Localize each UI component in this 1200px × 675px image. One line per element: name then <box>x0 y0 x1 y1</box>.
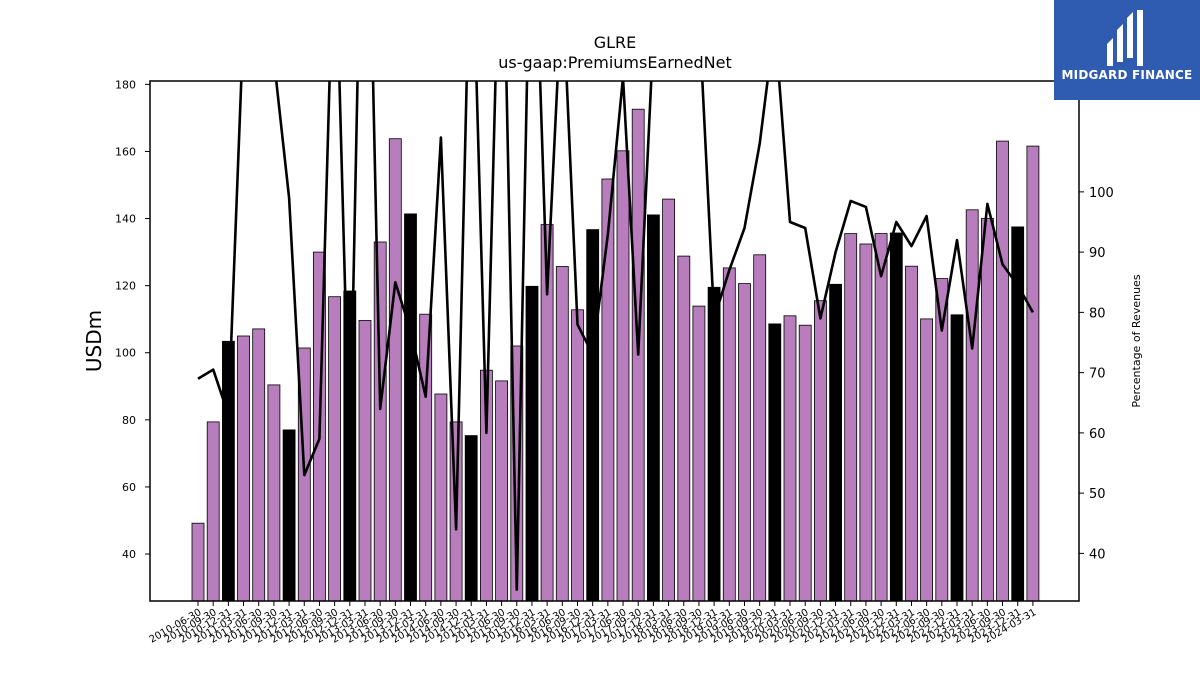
bar <box>464 435 478 602</box>
bar <box>647 214 660 602</box>
bar <box>206 421 220 602</box>
midgard-logo-icon <box>1107 10 1143 66</box>
bar <box>889 232 903 602</box>
y2-tick-label: 90 <box>1089 246 1106 261</box>
bar <box>404 213 417 602</box>
bar <box>738 283 751 602</box>
bar <box>874 233 888 602</box>
bar <box>267 384 281 602</box>
y-tick-label: 80 <box>122 414 136 427</box>
bar <box>859 243 873 602</box>
y-axis-label: USDm <box>82 310 106 372</box>
bar <box>905 265 918 602</box>
y-tick-label: 100 <box>115 347 136 360</box>
bar-series <box>191 108 1040 602</box>
bar <box>495 380 509 602</box>
bar <box>525 285 539 602</box>
bar <box>768 323 782 602</box>
percentage-line <box>197 81 1035 591</box>
bar <box>692 305 706 602</box>
bar <box>981 218 994 602</box>
y2-tick-label: 80 <box>1089 306 1106 321</box>
x-axis: 2010-06-302010-09-302010-12-312011-03-31… <box>148 601 1038 646</box>
brand-logo: MIDGARD FINANCE <box>1054 0 1200 100</box>
y2-tick-label: 100 <box>1089 186 1114 201</box>
bar <box>844 233 858 602</box>
plot-frame <box>149 80 1080 602</box>
y2-tick-label: 60 <box>1089 427 1106 442</box>
logo-text: MIDGARD FINANCE <box>1061 68 1193 82</box>
bar <box>373 241 387 602</box>
bar <box>1026 145 1040 602</box>
bar <box>920 318 933 602</box>
bar <box>571 309 584 602</box>
y-axis-right: 40 50 60 70 80 90 100 <box>1079 186 1114 562</box>
y-tick-label: 60 <box>122 481 136 494</box>
y-tick-label: 140 <box>115 213 136 226</box>
y-tick-label: 160 <box>115 145 136 158</box>
bar <box>586 229 600 602</box>
bar <box>328 296 342 602</box>
bar <box>753 254 767 602</box>
bar <box>1011 226 1025 602</box>
bar <box>677 255 691 602</box>
y-tick-label: 40 <box>122 548 136 561</box>
bar <box>798 324 812 602</box>
percentage-line-series <box>197 81 1035 591</box>
bar <box>616 150 630 602</box>
bar <box>191 522 205 602</box>
chart-title: GLRE <box>594 33 637 52</box>
bar <box>707 286 721 602</box>
bar <box>252 328 266 602</box>
bar <box>996 140 1009 602</box>
bar <box>221 340 235 602</box>
y-tick-label: 120 <box>115 280 136 293</box>
bar <box>434 393 448 602</box>
bar <box>965 209 979 602</box>
bar <box>358 320 372 602</box>
y-axis-left: 40 60 80 100 120 140 160 180 <box>115 78 150 561</box>
y2-axis-label: Percentage of Revenues <box>1130 274 1143 407</box>
bar <box>388 138 402 602</box>
y-tick-label: 180 <box>115 78 136 91</box>
bar <box>419 313 433 602</box>
bar <box>282 429 296 602</box>
bar <box>829 283 842 602</box>
y2-tick-label: 40 <box>1089 547 1106 562</box>
bar <box>555 266 569 602</box>
y2-tick-label: 70 <box>1089 367 1106 382</box>
chart-subtitle: us-gaap:PremiumsEarnedNet <box>498 53 732 72</box>
bar <box>950 314 964 602</box>
bar <box>237 335 250 602</box>
bar <box>783 315 797 602</box>
bar <box>662 198 675 602</box>
bar <box>722 267 736 602</box>
bar <box>814 300 827 602</box>
y2-tick-label: 50 <box>1089 487 1106 502</box>
